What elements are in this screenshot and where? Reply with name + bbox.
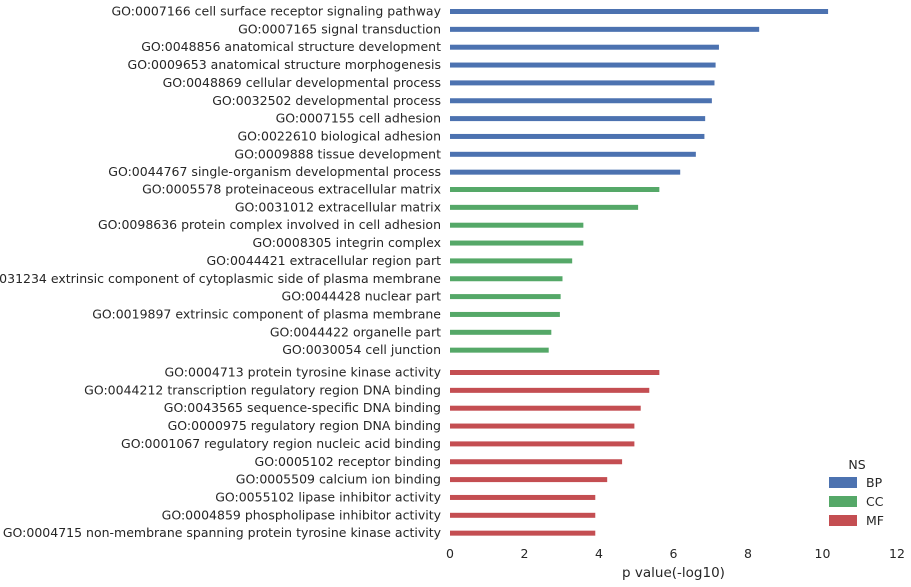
bar-bp-10 <box>450 169 681 175</box>
bar-cc-5 <box>450 258 573 264</box>
category-label: GO:0031234 extrinsic component of cytopl… <box>0 271 441 286</box>
bar-mf-3 <box>450 405 641 411</box>
category-label: GO:0005578 proteinaceous extracellular m… <box>142 182 441 197</box>
bar-bp-7 <box>450 116 706 122</box>
category-label: GO:0030054 cell junction <box>282 342 441 357</box>
x-axis-title: p value(-log10) <box>622 565 725 581</box>
bar-bp-3 <box>450 44 719 50</box>
legend-swatch-cc <box>829 496 857 507</box>
category-label: GO:0008305 integrin complex <box>252 235 441 250</box>
bar-bp-8 <box>450 133 705 139</box>
bar-mf-4 <box>450 423 635 429</box>
bar-mf-9 <box>450 512 596 518</box>
category-label: GO:0004715 non-membrane spanning protein… <box>3 525 442 540</box>
bar-mf-2 <box>450 387 650 393</box>
category-label: GO:0055102 lipase inhibitor activity <box>215 489 441 504</box>
bar-cc-7 <box>450 294 561 300</box>
legend-label-mf: MF <box>866 513 884 528</box>
legend-swatch-bp <box>829 477 857 488</box>
x-tick-label: 2 <box>521 546 529 561</box>
bar-bp-1 <box>450 9 829 14</box>
category-label: GO:0007165 signal transduction <box>238 21 441 36</box>
category-label: GO:0044421 extracellular region part <box>206 253 441 268</box>
category-label: GO:0004713 protein tyrosine kinase activ… <box>165 365 442 380</box>
bar-mf-1 <box>450 370 660 375</box>
category-label: GO:0007166 cell surface receptor signali… <box>111 4 441 19</box>
bars-layer <box>450 9 829 536</box>
bar-mf-5 <box>450 441 635 447</box>
category-label: GO:0005509 calcium ion binding <box>236 472 441 487</box>
bar-mf-8 <box>450 494 596 500</box>
bar-cc-6 <box>450 276 563 282</box>
category-label: GO:0044422 organelle part <box>270 324 441 339</box>
category-label: GO:0000975 regulatory region DNA binding <box>168 418 441 433</box>
category-label: GO:0007155 cell adhesion <box>276 111 441 126</box>
category-label: GO:0005102 receptor binding <box>255 454 441 469</box>
bar-mf-10 <box>450 530 596 536</box>
bar-cc-3 <box>450 222 584 228</box>
category-label: GO:0004859 phospholipase inhibitor activ… <box>162 507 442 522</box>
bar-bp-5 <box>450 80 715 86</box>
bar-bp-9 <box>450 151 696 157</box>
bar-cc-9 <box>450 329 552 335</box>
category-label: GO:0019897 extrinsic component of plasma… <box>92 306 441 321</box>
x-tick-label: 0 <box>446 546 454 561</box>
category-label: GO:0009888 tissue development <box>234 146 441 161</box>
x-tick-label: 8 <box>744 546 752 561</box>
x-axis: 0 2 4 6 8 10 12 <box>446 546 905 561</box>
x-tick-label: 12 <box>889 546 905 561</box>
category-label: GO:0009653 anatomical structure morphoge… <box>128 57 441 72</box>
bar-bp-4 <box>450 62 716 68</box>
bar-cc-8 <box>450 311 560 317</box>
legend-swatch-mf <box>829 515 857 526</box>
legend-title: NS <box>848 457 865 472</box>
x-tick-label: 4 <box>595 546 603 561</box>
legend: NS BP CC MF <box>829 457 884 528</box>
category-label: GO:0048869 cellular developmental proces… <box>163 75 441 90</box>
category-label: GO:0098636 protein complex involved in c… <box>98 217 441 232</box>
bar-mf-6 <box>450 459 623 465</box>
category-labels: GO:0007166 cell surface receptor signali… <box>0 4 442 541</box>
category-label: GO:0044212 transcription regulatory regi… <box>84 382 441 397</box>
bar-cc-1 <box>450 187 660 192</box>
bar-mf-7 <box>450 477 608 483</box>
bar-cc-4 <box>450 240 584 246</box>
category-label: GO:0044767 single-organism developmental… <box>108 164 441 179</box>
bar-cc-2 <box>450 204 639 210</box>
category-label: GO:0032502 developmental process <box>212 93 441 108</box>
category-label: GO:0001067 regulatory region nucleic aci… <box>121 436 441 451</box>
legend-label-bp: BP <box>866 475 883 490</box>
bar-cc-10 <box>450 347 549 353</box>
category-label: GO:0044428 nuclear part <box>282 289 442 304</box>
category-label: GO:0048856 anatomical structure developm… <box>141 39 441 54</box>
category-label: GO:0022610 biological adhesion <box>238 128 442 143</box>
category-label: GO:0043565 sequence-specific DNA binding <box>164 400 441 415</box>
x-tick-label: 6 <box>670 546 678 561</box>
bar-bp-6 <box>450 98 712 104</box>
category-label: GO:0031012 extracellular matrix <box>235 199 441 214</box>
x-tick-label: 10 <box>815 546 831 561</box>
legend-label-cc: CC <box>866 494 884 509</box>
bar-bp-2 <box>450 26 760 32</box>
